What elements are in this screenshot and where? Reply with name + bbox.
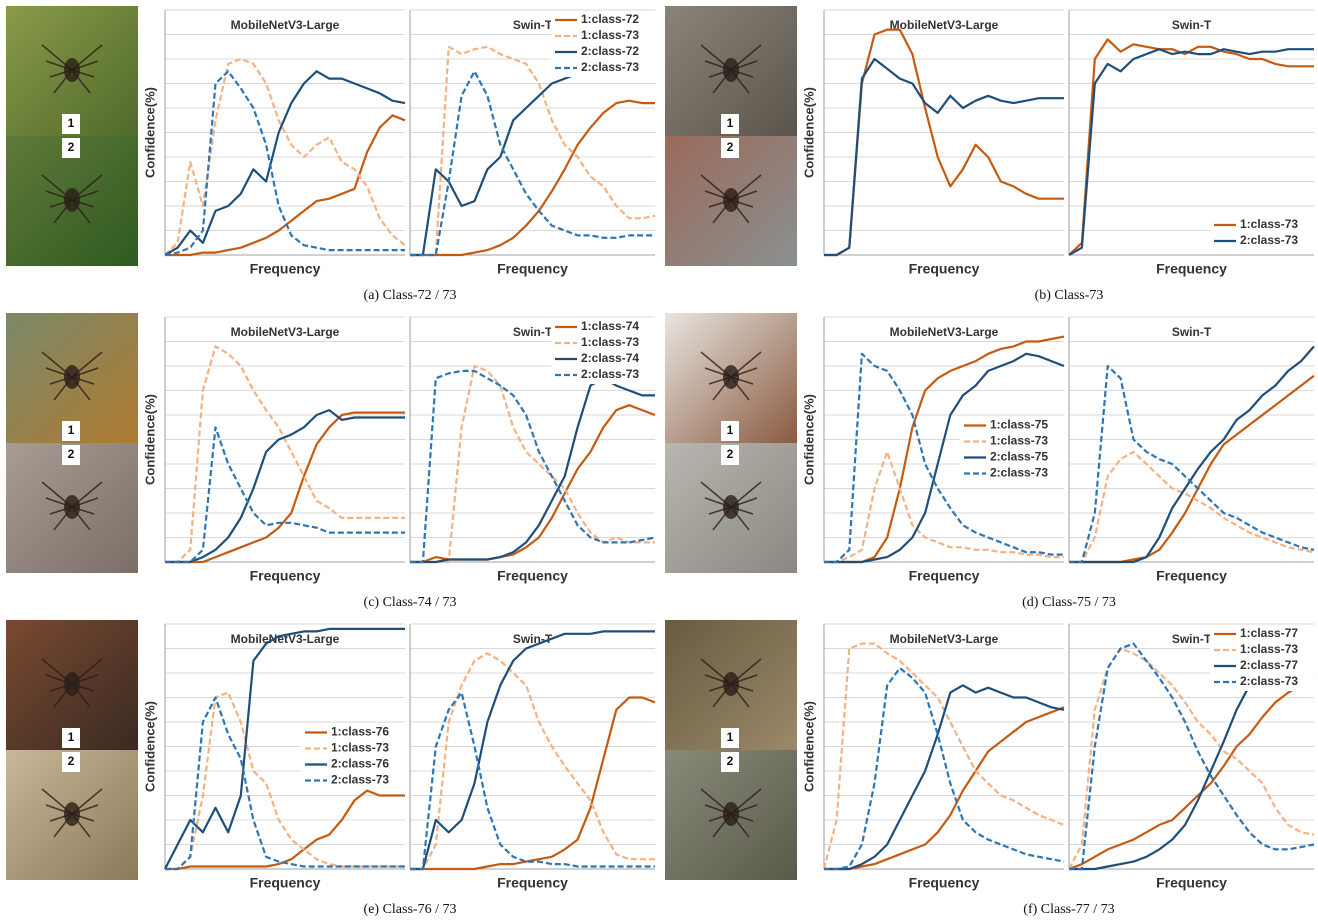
legend-label: 2:class-73 <box>1240 674 1298 688</box>
x-axis-label: Frequency <box>250 875 321 891</box>
legend-label: 1:class-73 <box>331 741 389 755</box>
legend-label: 2:class-75 <box>990 450 1048 464</box>
legend-label: 2:class-77 <box>1240 658 1298 672</box>
series-line <box>410 69 655 255</box>
legend-label: 2:class-73 <box>1240 233 1298 247</box>
legend-label: 1:class-76 <box>331 725 389 739</box>
legend-label: 1:class-75 <box>990 418 1048 432</box>
legend-label: 1:class-74 <box>581 319 639 333</box>
x-axis-label: Frequency <box>497 261 568 277</box>
x-axis-label: Frequency <box>497 875 568 891</box>
legend-label: 1:class-73 <box>1240 217 1298 231</box>
series-line <box>165 410 405 562</box>
caption: (d) Class-75 / 73 <box>1022 595 1116 610</box>
caption: (c) Class-74 / 73 <box>364 595 457 610</box>
x-axis-label: Frequency <box>250 261 321 277</box>
series-line <box>165 71 405 255</box>
legend-label: 1:class-73 <box>581 335 639 349</box>
legend-label: 2:class-72 <box>581 44 639 58</box>
series-line <box>165 413 405 562</box>
series-line <box>410 101 655 255</box>
series-line <box>410 698 655 870</box>
caption: (a) Class-72 / 73 <box>364 288 457 303</box>
y-axis-label: Confidence(%) <box>801 394 816 485</box>
chart-title: Swin-T <box>1172 325 1212 339</box>
legend-label: 2:class-74 <box>581 351 639 365</box>
image-label: 1 <box>727 423 734 437</box>
series-line <box>165 427 405 562</box>
image-label: 2 <box>727 140 734 154</box>
chart-title: Swin-T <box>513 632 553 646</box>
chart-title: MobileNetV3-Large <box>231 18 340 32</box>
caption: (e) Class-76 / 73 <box>364 902 457 917</box>
series-line <box>410 693 655 869</box>
series-line <box>165 346 405 562</box>
image-label: 1 <box>727 116 734 130</box>
caption: (f) Class-77 / 73 <box>1023 902 1114 917</box>
image-label: 2 <box>68 140 75 154</box>
legend-label: 1:class-73 <box>990 434 1048 448</box>
series-line <box>165 71 405 255</box>
chart-title: MobileNetV3-Large <box>890 632 999 646</box>
series-line <box>410 378 655 562</box>
chart-title: Swin-T <box>513 325 553 339</box>
x-axis-label: Frequency <box>1156 875 1227 891</box>
image-label: 1 <box>68 730 75 744</box>
legend-label: 2:class-73 <box>581 367 639 381</box>
chart-title: MobileNetV3-Large <box>890 325 999 339</box>
y-axis-label: Confidence(%) <box>801 701 816 792</box>
chart-title: MobileNetV3-Large <box>231 325 340 339</box>
legend-label: 1:class-72 <box>581 12 639 26</box>
series-line <box>1069 376 1314 562</box>
image-label: 1 <box>727 730 734 744</box>
series-line <box>165 115 405 255</box>
image-label: 2 <box>68 754 75 768</box>
image-label: 2 <box>727 754 734 768</box>
image-label: 1 <box>68 423 75 437</box>
legend-label: 1:class-73 <box>581 28 639 42</box>
x-axis-label: Frequency <box>909 261 980 277</box>
x-axis-label: Frequency <box>497 568 568 584</box>
image-label: 2 <box>68 447 75 461</box>
figure: 1 2 MobileNetV3-Large Frequency Confidence(%… <box>0 0 1318 923</box>
legend-label: 1:class-73 <box>1240 642 1298 656</box>
x-axis-label: Frequency <box>250 568 321 584</box>
chart-title: MobileNetV3-Large <box>890 18 999 32</box>
series-line <box>410 47 655 255</box>
series-line <box>410 653 655 869</box>
series-line <box>410 71 655 255</box>
image-label: 2 <box>727 447 734 461</box>
legend-label: 1:class-77 <box>1240 626 1298 640</box>
series-line <box>1069 452 1314 562</box>
series-line <box>824 30 1064 255</box>
chart-title: Swin-T <box>1172 18 1212 32</box>
x-axis-label: Frequency <box>1156 261 1227 277</box>
chart-title: Swin-T <box>1172 632 1212 646</box>
x-axis-label: Frequency <box>1156 568 1227 584</box>
legend-label: 2:class-76 <box>331 757 389 771</box>
x-axis-label: Frequency <box>909 875 980 891</box>
y-axis-label: Confidence(%) <box>801 87 816 178</box>
legend-label: 2:class-73 <box>990 466 1048 480</box>
y-axis-label: Confidence(%) <box>142 394 157 485</box>
legend-label: 2:class-73 <box>331 773 389 787</box>
series-line <box>1069 668 1314 869</box>
caption: (b) Class-73 <box>1035 288 1104 303</box>
series-line <box>824 685 1064 869</box>
legend-label: 2:class-73 <box>581 60 639 74</box>
image-label: 1 <box>68 116 75 130</box>
y-axis-label: Confidence(%) <box>142 701 157 792</box>
x-axis-label: Frequency <box>909 568 980 584</box>
y-axis-label: Confidence(%) <box>142 87 157 178</box>
chart-title: Swin-T <box>513 18 553 32</box>
